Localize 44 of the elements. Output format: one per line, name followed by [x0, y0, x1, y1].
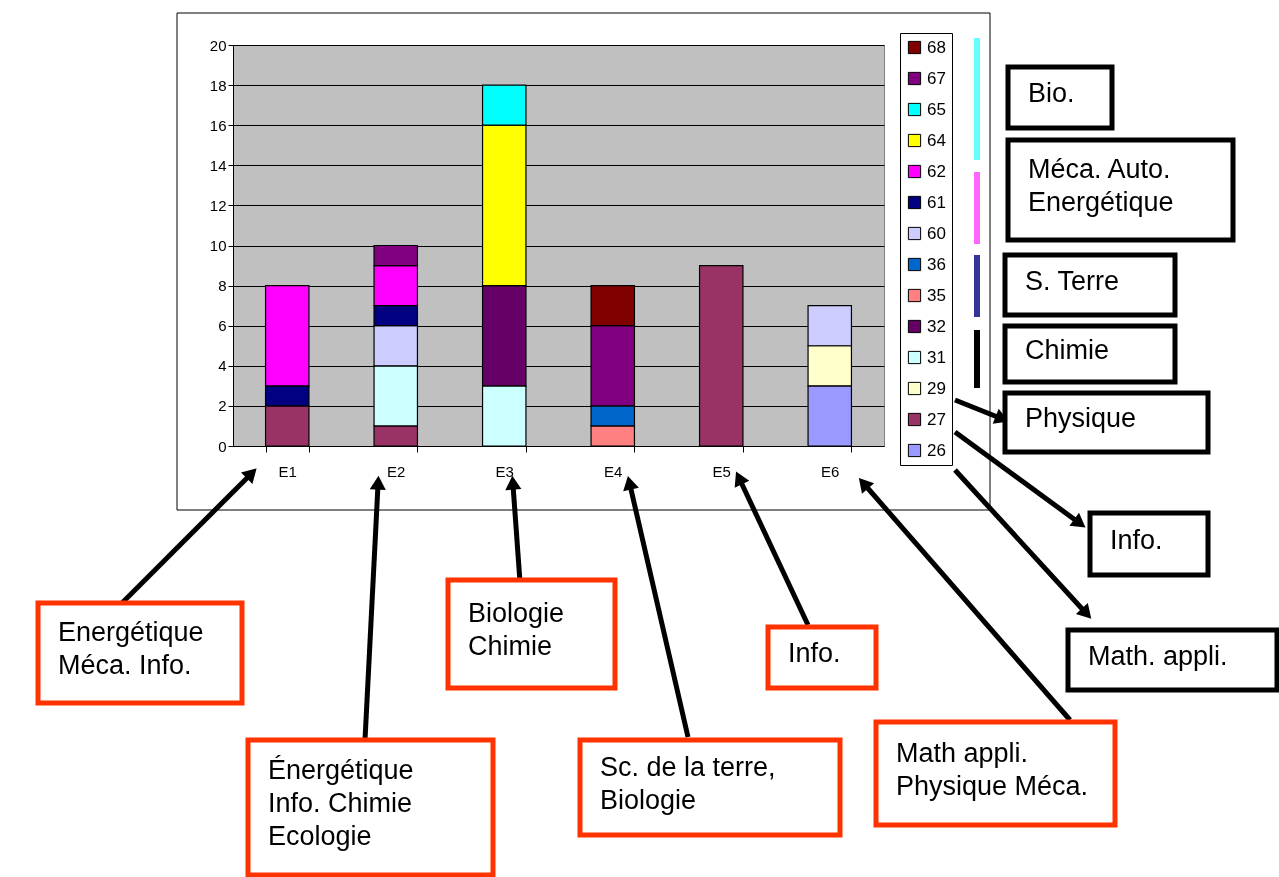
- x-tick-label: E2: [387, 462, 406, 480]
- legend-label: 35: [927, 285, 946, 305]
- y-tick-label: 16: [209, 116, 227, 134]
- text: Méca. Auto. Energétique: [1028, 154, 1174, 217]
- y-tick-label: 20: [209, 36, 227, 54]
- text: Sc. de la terre, Biologie: [600, 751, 776, 815]
- legend-label: 67: [927, 68, 946, 88]
- text: Chimie: [1025, 334, 1110, 365]
- text: Énergétique Info. Chimie Ecologie: [268, 755, 414, 851]
- legend-label: 31: [927, 347, 946, 367]
- legend-label: 29: [927, 378, 946, 398]
- legend-label: 64: [927, 130, 946, 150]
- y-tick-label: 10: [209, 237, 227, 254]
- legend-label: 32: [927, 316, 946, 336]
- legend-label: 27: [927, 409, 946, 429]
- x-tick-label: E4: [604, 462, 623, 480]
- text: Info.: [1110, 524, 1163, 555]
- legend-label: 62: [927, 161, 946, 181]
- text: S. Terre: [1025, 265, 1120, 296]
- y-tick-label: 2: [218, 397, 227, 415]
- y-tick-label: 6: [218, 317, 227, 335]
- text: Info.: [788, 638, 841, 668]
- y-tick-label: 12: [209, 196, 227, 214]
- legend-label: 61: [927, 192, 946, 212]
- y-tick-label: 14: [209, 156, 227, 174]
- text: Biologie Chimie: [468, 598, 565, 661]
- legend-label: 65: [927, 99, 946, 119]
- y-tick-label: 0: [218, 437, 227, 455]
- legend-label: 68: [927, 37, 946, 57]
- text: Math. appli.: [1088, 640, 1228, 671]
- x-tick-label: E3: [495, 462, 514, 480]
- x-tick-label: E1: [278, 462, 297, 480]
- legend-label: 26: [927, 440, 946, 460]
- x-tick-label: E5: [712, 462, 731, 480]
- legend-label: 60: [927, 223, 946, 243]
- text: Bio.: [1028, 78, 1075, 108]
- text: Energétique Méca. Info.: [58, 617, 204, 680]
- x-tick-label: E6: [821, 462, 840, 480]
- y-tick-label: 4: [218, 357, 227, 375]
- legend-label: 36: [927, 254, 946, 274]
- text: Math appli. Physique Méca.: [896, 737, 1089, 801]
- text: Physique: [1025, 403, 1137, 433]
- y-tick-label: 18: [209, 76, 227, 94]
- y-tick-label: 8: [218, 277, 227, 295]
